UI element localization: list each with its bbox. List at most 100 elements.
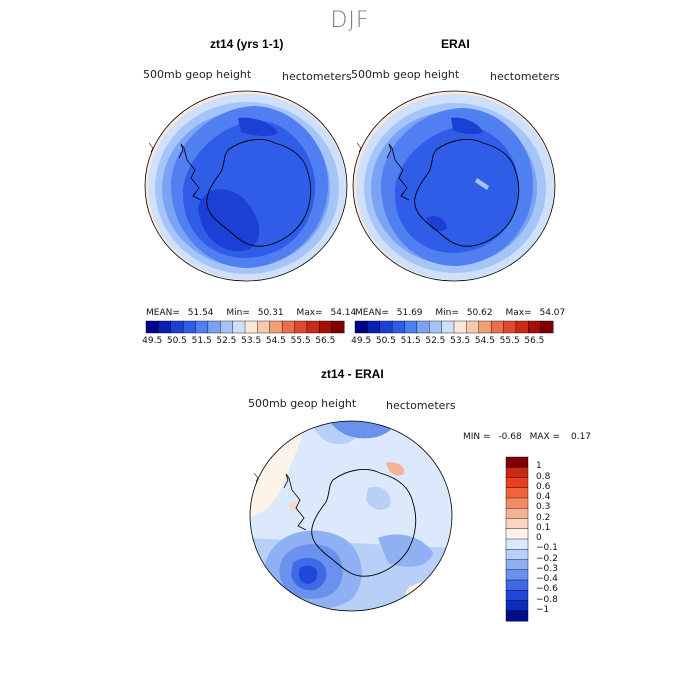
panel-1-colorbar-swatch (220, 320, 234, 334)
panel-1-colorbar-swatch (145, 320, 159, 334)
panel-2-colorbar-swatch (354, 320, 368, 334)
panel-1-title: zt14 (yrs 1-1) (210, 37, 284, 51)
panel-3-colorbar-tick-label: 0.4 (536, 492, 551, 502)
panel-3-colorbar-tick-label: 1 (536, 461, 542, 472)
panel-3-colorbar-tick-label: −0.8 (536, 594, 558, 605)
panel-2-colorbar-tick-label: 53.5 (450, 336, 471, 346)
panel-1-colorbar-swatch (294, 320, 308, 334)
max-label: MAX = (529, 432, 561, 442)
max-label: Max= (505, 308, 532, 318)
panel-1-colorbar-swatch (232, 320, 246, 334)
panel-1-colorbar-swatch (195, 320, 209, 334)
panel-3-colorbar (505, 456, 529, 622)
panel-1-colorbar-tick-label: 51.5 (191, 336, 212, 346)
panel-2-colorbar-tick-label: 51.5 (400, 336, 421, 346)
figure-title: DJF (330, 8, 370, 33)
panel-1-colorbar-tick-label: 49.5 (142, 336, 163, 346)
max-label: Max= (296, 308, 323, 318)
panel-3-colorbar-swatch (505, 456, 529, 468)
panel-2-colorbar-swatch (503, 320, 517, 334)
panel-2-colorbar-swatch (490, 320, 505, 334)
min-value: 50.62 (466, 308, 493, 318)
panel-2-colorbar-swatch (466, 320, 480, 334)
panel-1-colorbar-swatch (182, 320, 197, 334)
panel-3-colorbar-tick-label: 0.1 (536, 522, 551, 533)
panel-2-colorbar-swatch (429, 320, 443, 334)
panel-3-colorbar-swatch (505, 528, 529, 540)
panel-3-units-label: hectometers (386, 399, 456, 412)
panel-1-colorbar-swatch (257, 320, 271, 334)
panel-2-polar-map (352, 90, 556, 282)
panel-3-colorbar-tick-label: 0.8 (536, 471, 551, 482)
panel-1-colorbar-swatch (207, 320, 221, 334)
panel-1-colorbar-tick-label: 55.5 (290, 336, 311, 346)
panel-2-colorbar-swatch (540, 320, 554, 334)
panel-2-colorbar-tick-label: 54.5 (474, 336, 495, 346)
panel-1-colorbar-swatch (244, 320, 258, 334)
panel-3-colorbar-tick-label: 0.2 (536, 512, 551, 523)
panel-3-colorbar-tick-label: −0.4 (536, 574, 558, 584)
panel-2-title: ERAI (441, 37, 470, 51)
mean-label: MEAN= (355, 308, 389, 318)
panel-3-colorbar-swatch (505, 590, 529, 602)
panel-2-colorbar-tick-label: 50.5 (375, 336, 396, 346)
mean-value: 51.69 (396, 308, 423, 318)
mean-label: MEAN= (146, 308, 180, 318)
max-value: 54.14 (330, 308, 357, 318)
panel-3-colorbar-tick-label: −0.1 (536, 543, 558, 554)
max-value: 54.07 (539, 308, 566, 318)
panel-3-colorbar-swatch (505, 549, 529, 561)
min-value: -0.68 (498, 432, 522, 442)
panel-3-field-label: 500mb geop height (248, 397, 357, 410)
panel-1-colorbar-swatch (306, 320, 320, 334)
panel-2-colorbar-swatch (391, 320, 406, 334)
panel-2-colorbar-swatch (528, 320, 542, 334)
min-label: MIN = (463, 432, 491, 442)
panel-3-stats: MIN = -0.68 MAX = 0.17 (463, 432, 591, 442)
min-label: Min= (435, 308, 459, 318)
panel-2-colorbar-swatch (441, 320, 455, 334)
panel-3-colorbar-tick-label: −0.2 (536, 553, 558, 564)
panel-1-polar-map (144, 90, 348, 282)
panel-2-colorbar-tick-label: 55.5 (499, 336, 520, 346)
panel-3-title: zt14 - ERAI (321, 367, 384, 381)
panel-1-colorbar-tick-label: 54.5 (265, 336, 286, 346)
panel-2-colorbar (354, 320, 554, 334)
panel-3-colorbar-swatch (505, 497, 529, 509)
panel-3-colorbar-swatch (505, 569, 529, 581)
panel-3-colorbar-swatch (505, 508, 529, 520)
panel-2-colorbar-tick-label: 52.5 (425, 336, 446, 346)
panel-2-colorbar-swatch (453, 320, 467, 334)
panel-1-field-label: 500mb geop height (143, 68, 252, 81)
panel-2-colorbar-swatch (367, 320, 381, 334)
panel-3-colorbar-swatch (505, 477, 529, 489)
panel-3-colorbar-tick-label: 0.3 (536, 502, 551, 513)
panel-1-units-label: hectometers (282, 70, 352, 83)
panel-1-colorbar (145, 320, 345, 334)
min-label: Min= (226, 308, 250, 318)
panel-3-colorbar-tick-label: −0.3 (536, 563, 558, 574)
panel-2-colorbar-swatch (404, 320, 418, 334)
mean-value: 51.54 (187, 308, 214, 318)
panel-1-colorbar-tick-label: 56.5 (315, 336, 336, 346)
panel-3-colorbar-tick-label: 0.6 (536, 481, 551, 492)
panel-2-colorbar-swatch (515, 320, 529, 334)
panel-3-polar-map (249, 420, 453, 612)
panel-3-colorbar-tick-label: −1 (536, 604, 550, 615)
panel-2-stats: MEAN= 51.69 Min= 50.62 Max= 54.07 (355, 308, 565, 318)
panel-2-units-label: hectometers (490, 70, 560, 83)
panel-2-colorbar-tick-label: 49.5 (351, 336, 372, 346)
panel-3-colorbar-tick-label: 0 (536, 533, 542, 543)
panel-2-colorbar-swatch (379, 320, 393, 334)
panel-1-colorbar-tick-label: 53.5 (241, 336, 262, 346)
min-value: 50.31 (257, 308, 284, 318)
panel-3-colorbar-swatch (505, 610, 529, 622)
panel-1-colorbar-tick-label: 52.5 (216, 336, 237, 346)
panel-2-field-label: 500mb geop height (351, 68, 460, 81)
panel-3-colorbar-swatch (505, 559, 529, 571)
panel-1-colorbar-swatch (319, 320, 333, 334)
panel-3-colorbar-swatch (505, 467, 529, 479)
panel-2-colorbar-swatch (416, 320, 430, 334)
panel-3-colorbar-swatch (505, 518, 529, 530)
panel-1-colorbar-swatch (269, 320, 283, 334)
